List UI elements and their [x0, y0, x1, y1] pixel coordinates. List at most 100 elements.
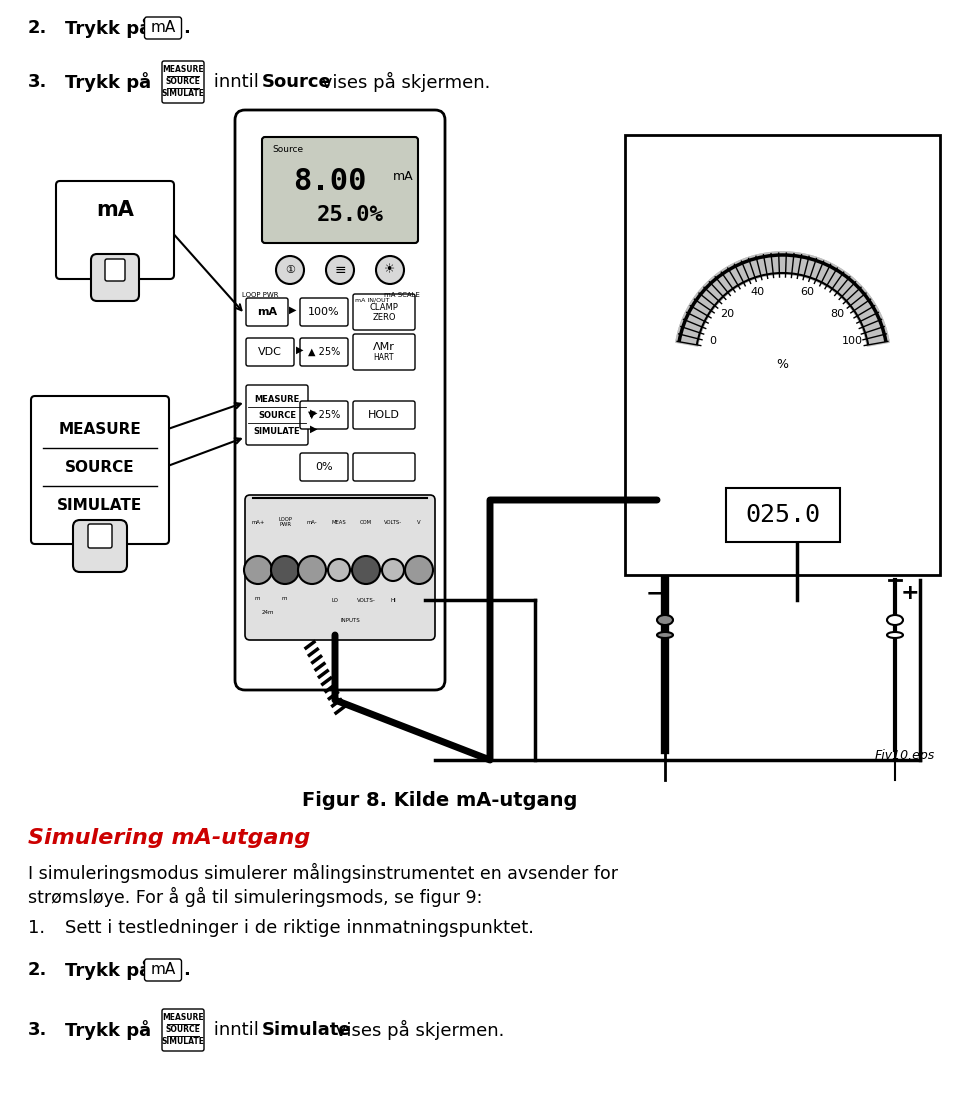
Text: ▶: ▶: [310, 408, 318, 418]
Text: Source: Source: [262, 73, 332, 91]
Text: mA IN/OUT: mA IN/OUT: [355, 297, 390, 303]
Text: Simulering mA-utgang: Simulering mA-utgang: [28, 828, 310, 848]
Text: %: %: [777, 358, 788, 371]
FancyBboxPatch shape: [105, 259, 125, 281]
Text: VOLTS-: VOLTS-: [384, 519, 402, 525]
Text: HART: HART: [373, 354, 395, 362]
FancyBboxPatch shape: [145, 959, 181, 981]
Text: 025.0: 025.0: [745, 503, 820, 527]
Text: ΛMr: ΛMr: [373, 343, 395, 352]
Text: +: +: [900, 583, 920, 603]
Text: 20: 20: [720, 308, 734, 318]
Text: ☀: ☀: [384, 263, 396, 276]
Text: SOURCE: SOURCE: [165, 77, 201, 86]
Text: 100%: 100%: [308, 307, 340, 317]
Text: ▶: ▶: [289, 305, 297, 315]
Circle shape: [328, 559, 350, 581]
Text: SIMULATE: SIMULATE: [161, 90, 204, 98]
Text: mA: mA: [393, 169, 414, 182]
Text: SIMULATE: SIMULATE: [58, 498, 143, 514]
Text: mA+: mA+: [252, 519, 265, 525]
Text: 24m: 24m: [262, 610, 275, 615]
FancyBboxPatch shape: [353, 294, 415, 330]
FancyBboxPatch shape: [726, 488, 839, 541]
FancyBboxPatch shape: [73, 520, 127, 572]
Text: INPUTS: INPUTS: [340, 618, 360, 622]
Text: LOOP
PWR: LOOP PWR: [278, 517, 292, 527]
Text: Trykk på: Trykk på: [65, 18, 157, 38]
Text: 2.: 2.: [28, 19, 47, 36]
Text: ①: ①: [285, 265, 295, 275]
Text: ▲ 25%: ▲ 25%: [308, 347, 340, 357]
FancyBboxPatch shape: [91, 254, 139, 301]
FancyBboxPatch shape: [31, 396, 169, 544]
Text: .: .: [183, 961, 190, 979]
Text: m​​: m​​: [255, 596, 261, 600]
FancyBboxPatch shape: [246, 385, 308, 445]
Text: Trykk på: Trykk på: [65, 72, 157, 92]
FancyBboxPatch shape: [353, 334, 415, 370]
Circle shape: [276, 256, 304, 284]
Circle shape: [244, 556, 272, 585]
Text: VOLTS-: VOLTS-: [356, 598, 375, 602]
Text: vises på skjermen.: vises på skjermen.: [316, 72, 491, 92]
Text: 3.: 3.: [28, 1021, 47, 1039]
FancyBboxPatch shape: [353, 453, 415, 481]
Text: ZERO: ZERO: [372, 313, 396, 322]
Ellipse shape: [887, 615, 903, 625]
Bar: [625, 135, 940, 575]
Circle shape: [382, 559, 404, 581]
Text: 100: 100: [842, 336, 862, 346]
Text: 40: 40: [751, 287, 765, 297]
Text: strømsløye. For å gå til simuleringsmods, se figur 9:: strømsløye. For å gå til simuleringsmods…: [28, 887, 482, 907]
Text: .: .: [183, 19, 190, 36]
Text: Simulate: Simulate: [262, 1021, 351, 1039]
Text: mA SCALE: mA SCALE: [384, 292, 420, 298]
Text: V: V: [418, 519, 420, 525]
Text: HI: HI: [390, 598, 396, 602]
Text: 60: 60: [800, 287, 814, 297]
Ellipse shape: [657, 632, 673, 638]
FancyBboxPatch shape: [235, 110, 445, 690]
FancyBboxPatch shape: [145, 17, 181, 39]
Text: I simuleringsmodus simulerer målingsinstrumentet en avsender for: I simuleringsmodus simulerer målingsinst…: [28, 863, 618, 883]
Text: Trykk på: Trykk på: [65, 1020, 157, 1040]
Text: ▶: ▶: [297, 345, 303, 355]
Circle shape: [271, 556, 299, 585]
Text: LO: LO: [331, 598, 339, 602]
Ellipse shape: [657, 615, 673, 625]
Text: mA: mA: [151, 962, 176, 978]
Text: 3.: 3.: [28, 73, 47, 91]
Text: Fjv10.eps: Fjv10.eps: [875, 748, 935, 761]
Text: COM: COM: [360, 519, 372, 525]
Text: Source: Source: [272, 146, 303, 155]
Text: VDC: VDC: [258, 347, 282, 357]
FancyBboxPatch shape: [246, 298, 288, 326]
FancyBboxPatch shape: [246, 338, 294, 366]
FancyBboxPatch shape: [245, 495, 435, 640]
FancyBboxPatch shape: [300, 338, 348, 366]
FancyBboxPatch shape: [162, 1009, 204, 1051]
Text: SIMULATE: SIMULATE: [161, 1038, 204, 1046]
Text: LOOP PWR: LOOP PWR: [242, 292, 278, 298]
Text: HOLD: HOLD: [368, 410, 400, 420]
Text: MEASURE: MEASURE: [59, 422, 141, 438]
Circle shape: [326, 256, 354, 284]
Text: 25.0%: 25.0%: [317, 206, 383, 225]
FancyBboxPatch shape: [56, 181, 174, 278]
Text: 80: 80: [830, 308, 845, 318]
Text: ▶: ▶: [310, 424, 318, 434]
Text: 1.: 1.: [28, 919, 45, 937]
FancyBboxPatch shape: [300, 298, 348, 326]
Text: ≡: ≡: [334, 263, 346, 277]
Text: −: −: [646, 583, 664, 603]
Text: ▼ 25%: ▼ 25%: [308, 410, 340, 420]
Text: mA: mA: [96, 200, 134, 220]
Text: SOURCE: SOURCE: [165, 1025, 201, 1034]
Text: SOURCE: SOURCE: [65, 461, 134, 475]
Text: CLAMP: CLAMP: [370, 303, 398, 312]
FancyBboxPatch shape: [353, 401, 415, 429]
FancyBboxPatch shape: [262, 137, 418, 243]
Text: MEASURE: MEASURE: [162, 1013, 204, 1022]
Text: inntil: inntil: [208, 73, 265, 91]
